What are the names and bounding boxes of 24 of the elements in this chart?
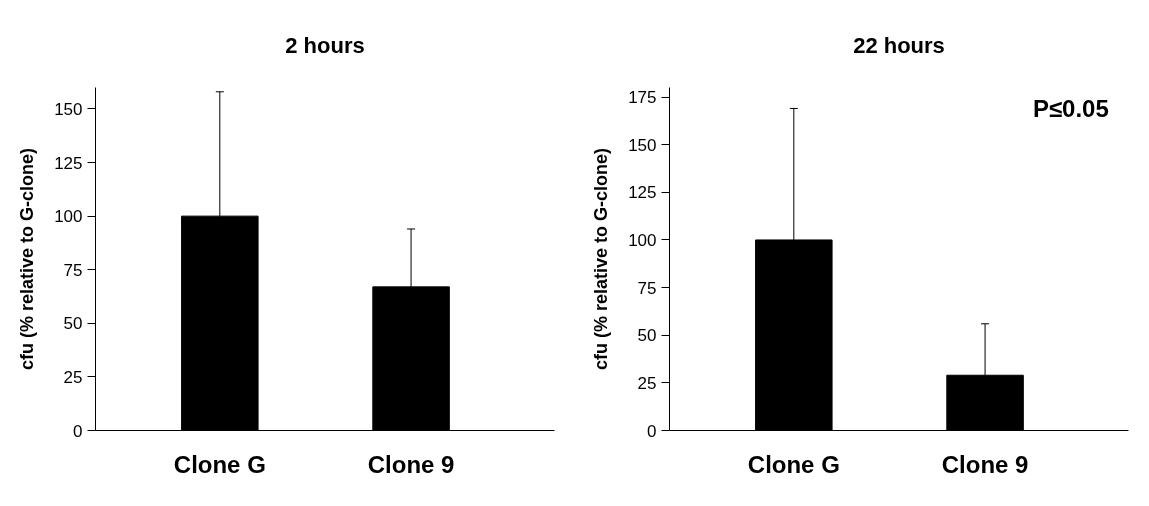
x-tick-label: Clone 9 — [367, 450, 455, 478]
chart-title: 22 hours — [853, 32, 945, 58]
y-axis-title: cfu (% relative to G-clone) — [591, 147, 612, 371]
y-tick-label: 150 — [54, 99, 83, 119]
y-axis-title: cfu (% relative to G-clone) — [17, 147, 38, 371]
y-tick-label: 0 — [73, 421, 83, 441]
y-tick-label: 0 — [647, 421, 657, 441]
y-tick-label: 175 — [628, 88, 657, 108]
y-tick-label: 50 — [63, 314, 83, 334]
y-tick-label: 75 — [63, 260, 83, 280]
y-tick-label: 25 — [63, 367, 83, 387]
x-tick-label: Clone G — [173, 450, 266, 478]
y-tick-label: 75 — [637, 278, 657, 298]
y-tick-label: 50 — [637, 326, 657, 346]
y-tick-label: 150 — [628, 135, 657, 155]
y-tick-label: 125 — [54, 153, 83, 173]
x-tick-label: Clone 9 — [941, 450, 1029, 478]
y-tick-label: 100 — [628, 230, 657, 250]
x-tick-label: Clone G — [747, 450, 840, 478]
y-tick-label: 100 — [54, 207, 83, 227]
annotation: P≤0.05 — [1032, 94, 1109, 122]
y-tick-label: 125 — [628, 183, 657, 203]
chart-title: 2 hours — [285, 32, 365, 58]
y-tick-label: 25 — [637, 373, 657, 393]
